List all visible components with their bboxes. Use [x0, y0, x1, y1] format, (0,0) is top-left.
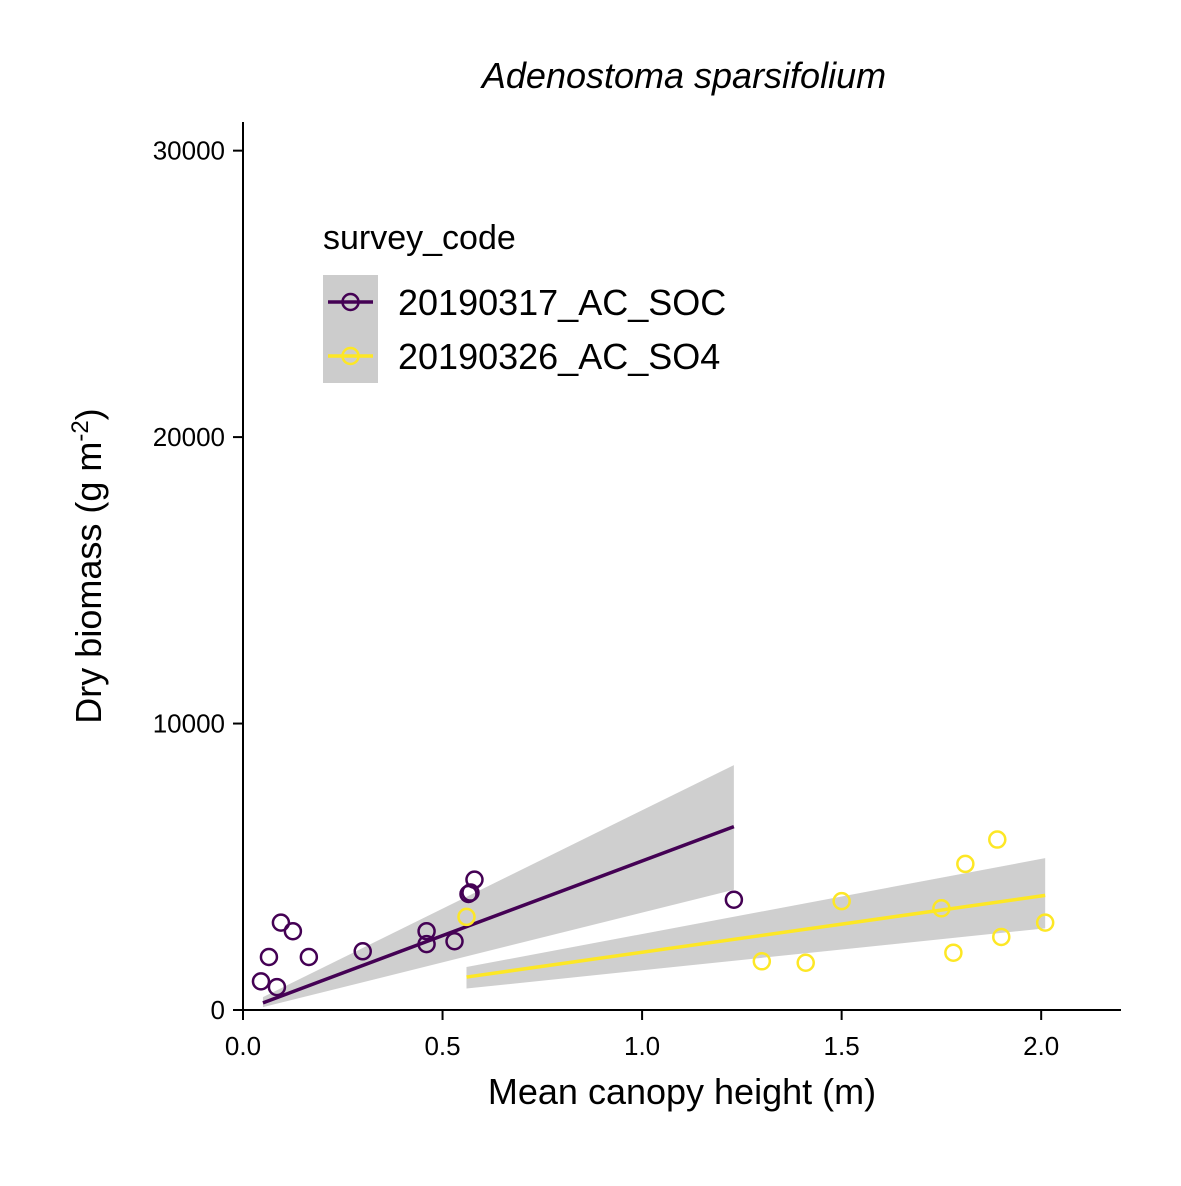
data-point	[752, 952, 772, 971]
data-point	[299, 947, 319, 967]
y-axis-title-main: Dry biomass (g m	[68, 442, 109, 724]
x-axis-ticks: 0.0 0.5 1.0 1.5 2.0	[225, 1010, 1059, 1061]
legend-items: 20190317_AC_SOC 20190326_AC_SO4	[323, 275, 726, 383]
data-point	[271, 913, 291, 932]
data-point	[992, 927, 1011, 947]
data-point	[417, 934, 436, 954]
legend-key-point	[341, 292, 360, 312]
y-tick-label: 0	[211, 995, 225, 1025]
y-axis-title-close: )	[68, 408, 109, 420]
data-point	[956, 854, 975, 874]
x-tick-label: 1.0	[624, 1031, 660, 1061]
data-point	[724, 890, 744, 909]
legend-label: 20190317_AC_SOC	[398, 282, 726, 323]
data-point	[796, 953, 815, 972]
y-tick-label: 20000	[153, 422, 225, 452]
data-point	[251, 972, 271, 991]
data-point	[457, 907, 476, 927]
x-axis-title: Mean canopy height (m)	[488, 1071, 876, 1112]
y-axis-title-superscript: -2	[67, 420, 94, 441]
data-point	[353, 942, 372, 961]
y-axis-ticks: 0 10000 20000 30000	[153, 136, 243, 1025]
x-tick-label: 2.0	[1023, 1031, 1059, 1061]
legend: survey_code 20190317_AC_SOC 20190326_AC_S…	[323, 219, 726, 383]
data-point	[944, 943, 963, 962]
y-axis-title: Dry biomass (g m-2)	[67, 408, 109, 723]
legend-title: survey_code	[323, 219, 516, 257]
data-point	[988, 830, 1007, 849]
data-point	[461, 883, 480, 902]
data-points	[251, 830, 1055, 997]
data-point	[832, 891, 851, 911]
data-point	[465, 870, 484, 889]
y-tick-label: 30000	[153, 136, 225, 166]
data-point	[267, 977, 287, 997]
data-point	[417, 921, 436, 941]
fit-line	[262, 825, 735, 1005]
x-tick-label: 1.5	[824, 1031, 860, 1061]
legend-key-point	[341, 346, 360, 366]
data-point	[445, 932, 464, 951]
data-point	[932, 899, 951, 918]
confidence-bands	[262, 765, 1046, 1008]
x-tick-label: 0.5	[424, 1031, 460, 1061]
legend-label: 20190326_AC_SO4	[398, 336, 720, 377]
y-tick-label: 10000	[153, 709, 225, 739]
x-tick-label: 0.0	[225, 1031, 261, 1061]
data-point	[283, 921, 303, 941]
confidence-band	[262, 765, 734, 1008]
data-point	[1035, 913, 1055, 932]
data-point	[259, 947, 279, 967]
chart-title: Adenostoma sparsifolium	[480, 55, 886, 96]
